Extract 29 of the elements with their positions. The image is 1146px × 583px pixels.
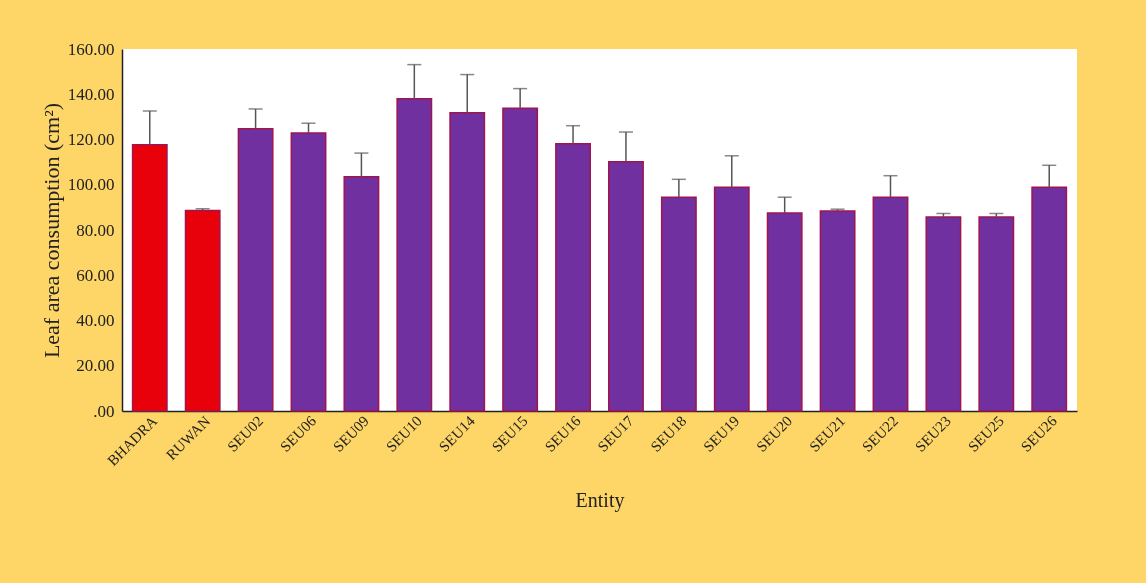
y-tick-label: 120.00	[67, 130, 115, 149]
bar	[713, 186, 750, 412]
bar	[555, 143, 591, 412]
x-axis-title: Entity	[575, 488, 625, 512]
bar	[237, 127, 274, 412]
bar	[819, 210, 856, 412]
bar	[766, 212, 803, 412]
y-tick-label: 40.00	[76, 311, 115, 330]
y-tick-label: 80.00	[76, 220, 115, 240]
y-tick-label: 140.00	[67, 84, 115, 104]
bar	[978, 216, 1015, 412]
bar	[660, 196, 697, 412]
y-tick-label: 100.00	[67, 175, 115, 195]
y-tick-label: 160.00	[67, 39, 115, 59]
y-axis-title: Leaf area consumption (cm²)	[38, 102, 64, 359]
bar	[290, 132, 327, 412]
bar	[608, 160, 644, 412]
bar	[343, 176, 380, 412]
bar	[502, 107, 539, 412]
bar	[131, 143, 168, 412]
y-tick-label: 60.00	[76, 265, 115, 285]
y-tick-label: .00	[93, 401, 115, 421]
bar	[872, 196, 909, 412]
bar	[449, 112, 486, 412]
y-tick-label: 20.00	[76, 356, 115, 376]
bar	[1031, 186, 1068, 412]
bar	[184, 209, 221, 412]
bar	[925, 216, 962, 412]
bar	[396, 98, 433, 412]
